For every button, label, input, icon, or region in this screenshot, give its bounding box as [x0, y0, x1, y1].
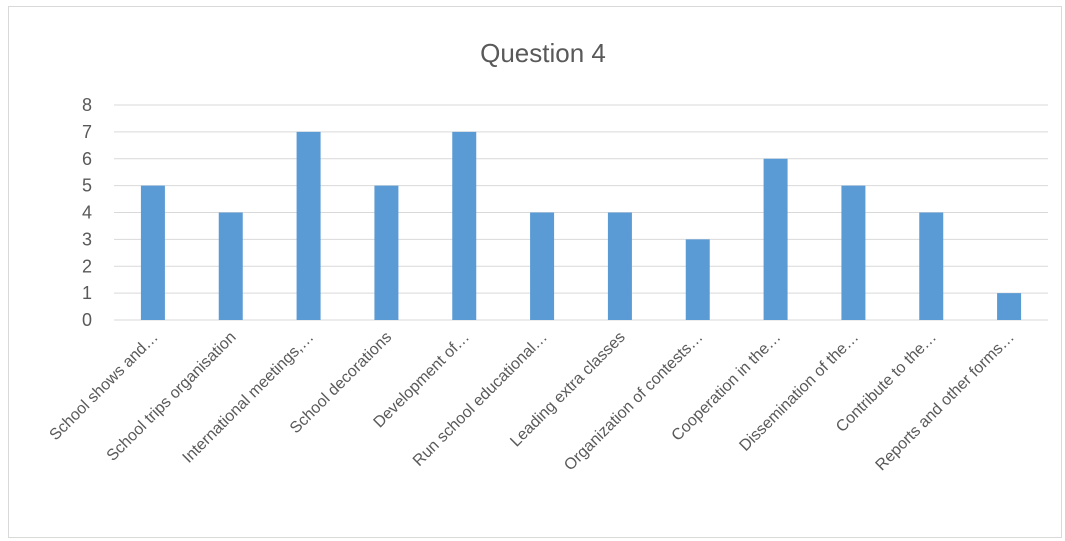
y-tick-label: 5 [82, 176, 92, 196]
bar [452, 131, 477, 320]
x-tick-label: Reports and other forms… [873, 329, 1018, 474]
chart-title: Question 4 [480, 38, 606, 68]
x-tick-label: School trips organisation [104, 329, 240, 465]
x-tick-label: Run school educational… [410, 329, 551, 470]
y-tick-label: 8 [82, 95, 92, 115]
gridlines [114, 104, 1048, 321]
bar [530, 212, 555, 320]
y-tick-label: 1 [82, 283, 92, 303]
bar [607, 212, 632, 320]
bars [140, 131, 1022, 320]
bar [140, 185, 165, 320]
y-tick-label: 3 [82, 229, 92, 249]
x-axis-labels: School shows and…School trips organisati… [47, 329, 1018, 474]
bar [997, 293, 1022, 320]
x-tick-label: Organization of contests… [561, 329, 706, 474]
bar [763, 158, 788, 320]
bar [919, 212, 944, 320]
x-tick-label: International meetings,… [180, 329, 318, 467]
y-axis-ticks: 0 1 2 3 4 5 6 7 8 [82, 95, 92, 330]
bar [218, 212, 243, 320]
bar [685, 239, 710, 320]
y-tick-label: 2 [82, 256, 92, 276]
y-tick-label: 0 [82, 310, 92, 330]
y-tick-label: 7 [82, 122, 92, 142]
bar [296, 131, 321, 320]
y-tick-label: 6 [82, 149, 92, 169]
bar [841, 185, 866, 320]
bar [374, 185, 399, 320]
y-tick-label: 4 [82, 203, 92, 223]
